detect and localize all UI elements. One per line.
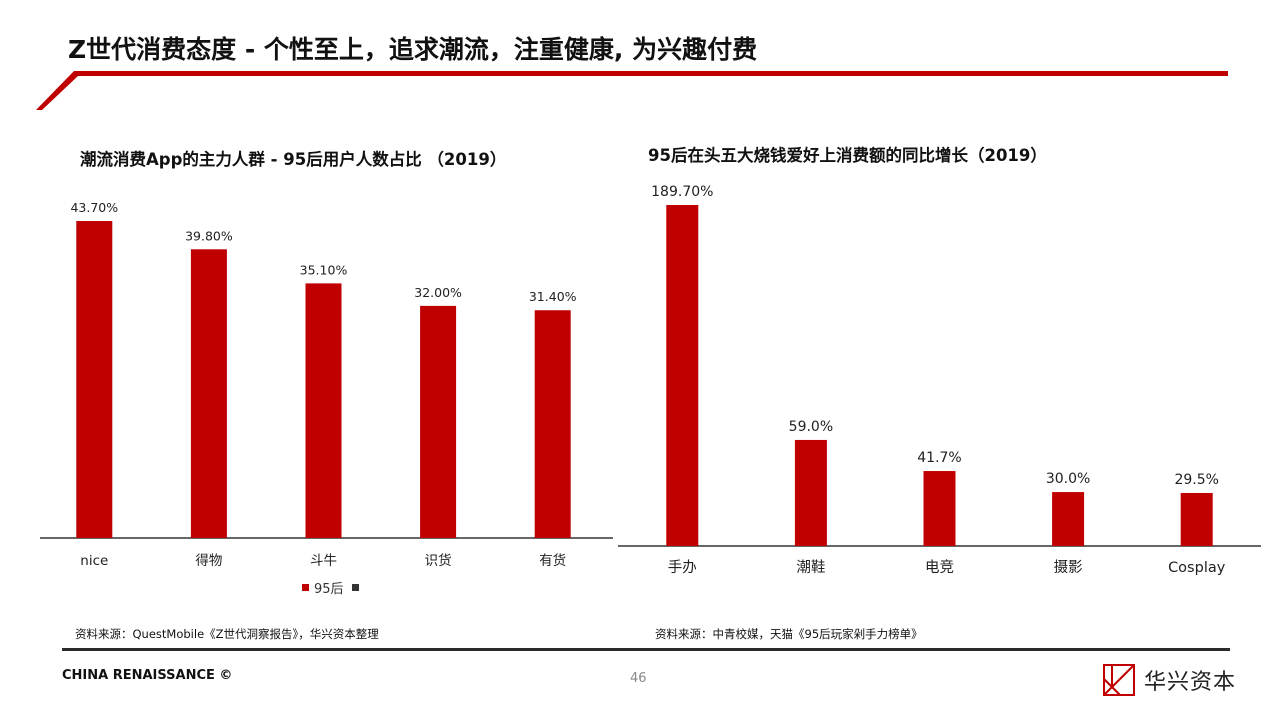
category-label-2: 得物 — [195, 552, 222, 569]
bar-5 — [1180, 492, 1213, 546]
data-label-1: 43.70% — [70, 200, 118, 215]
footer-rule — [62, 648, 1230, 651]
category-label-3: 斗牛 — [310, 553, 337, 569]
category-label-5: Cosplay — [1168, 560, 1226, 576]
source-right: 资料来源：中青校媒，天猫《95后玩家剁手力榜单》 — [655, 627, 923, 641]
bar-1 — [666, 205, 699, 546]
chart-title-left: 潮流消费App的主力人群 - 95后用户人数占比 （2019） — [80, 150, 507, 169]
category-label-4: 识货 — [425, 552, 452, 569]
title-rule-line — [36, 71, 1228, 110]
bar-2 — [794, 439, 827, 546]
bar-4 — [420, 305, 457, 538]
legend-swatch — [302, 584, 309, 591]
category-label-1: 手办 — [668, 559, 697, 576]
logo-text: 华兴资本 — [1144, 670, 1237, 695]
data-label-4: 30.0% — [1046, 471, 1090, 487]
page-number: 46 — [630, 671, 647, 686]
data-label-5: 31.40% — [529, 289, 577, 304]
data-label-3: 41.7% — [917, 450, 961, 466]
category-label-5: 有货 — [539, 552, 566, 569]
data-label-2: 39.80% — [185, 228, 233, 243]
bar-3 — [923, 471, 956, 546]
chart-title-right: 95后在头五大烧钱爱好上消费额的同比增长（2019） — [648, 146, 1047, 165]
china-renaissance-logo-icon — [1103, 664, 1135, 696]
source-left: 资料来源：QuestMobile《Z世代洞察报告》，华兴资本整理 — [75, 627, 379, 641]
bar-3 — [305, 283, 342, 538]
data-label-2: 59.0% — [789, 419, 833, 435]
category-label-3: 电竞 — [925, 558, 954, 576]
company-logo: 华兴资本 — [1102, 662, 1236, 698]
bar-2 — [190, 249, 227, 538]
data-label-3: 35.10% — [300, 262, 348, 277]
data-label-1: 189.70% — [651, 184, 713, 200]
bar-5 — [534, 310, 571, 538]
title-rule — [36, 71, 1228, 110]
legend-swatch-secondary — [351, 584, 359, 591]
data-label-4: 32.00% — [414, 285, 462, 300]
category-label-1: nice — [80, 553, 108, 569]
footer-copyright: CHINA RENAISSANCE © — [62, 668, 233, 683]
bar-1 — [76, 221, 113, 538]
data-label-5: 29.5% — [1174, 472, 1218, 488]
category-label-2: 潮鞋 — [796, 559, 825, 576]
chart-legend: 95后 — [302, 578, 359, 597]
legend-label: 95后 — [314, 582, 344, 597]
bar-4 — [1052, 492, 1085, 546]
category-label-4: 摄影 — [1054, 559, 1083, 576]
page-title: Z世代消费态度 - 个性至上，追求潮流，注重健康, 为兴趣付费 — [68, 35, 758, 64]
